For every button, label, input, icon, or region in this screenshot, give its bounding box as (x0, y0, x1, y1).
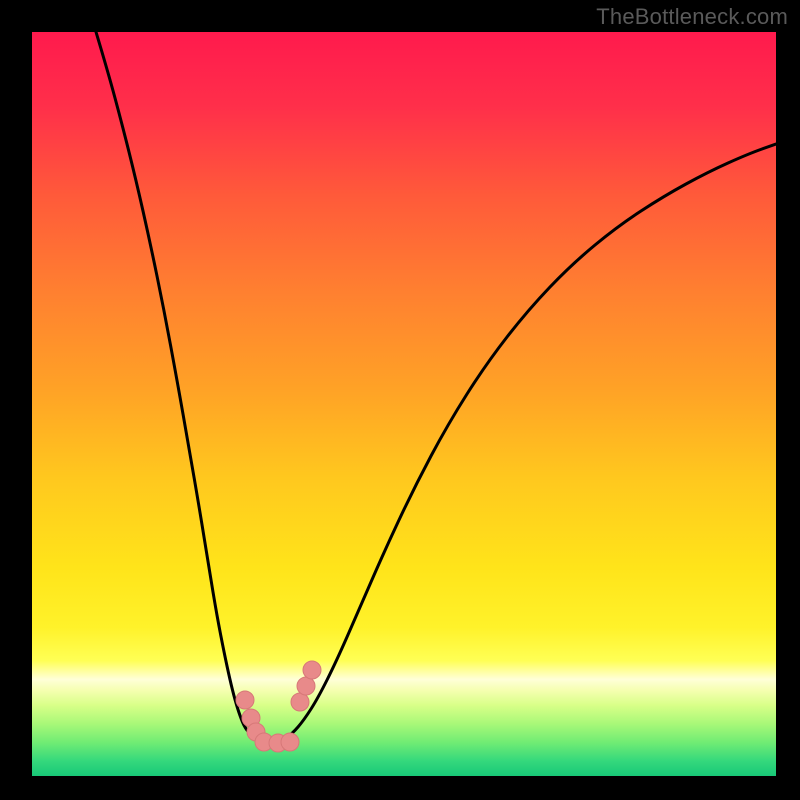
chart-plot-area (32, 32, 776, 776)
data-marker (291, 693, 309, 711)
data-marker (297, 677, 315, 695)
data-marker (236, 691, 254, 709)
data-marker (281, 733, 299, 751)
watermark-text: TheBottleneck.com (596, 4, 788, 30)
chart-background (32, 32, 776, 776)
chart-svg (32, 32, 776, 776)
data-marker (303, 661, 321, 679)
